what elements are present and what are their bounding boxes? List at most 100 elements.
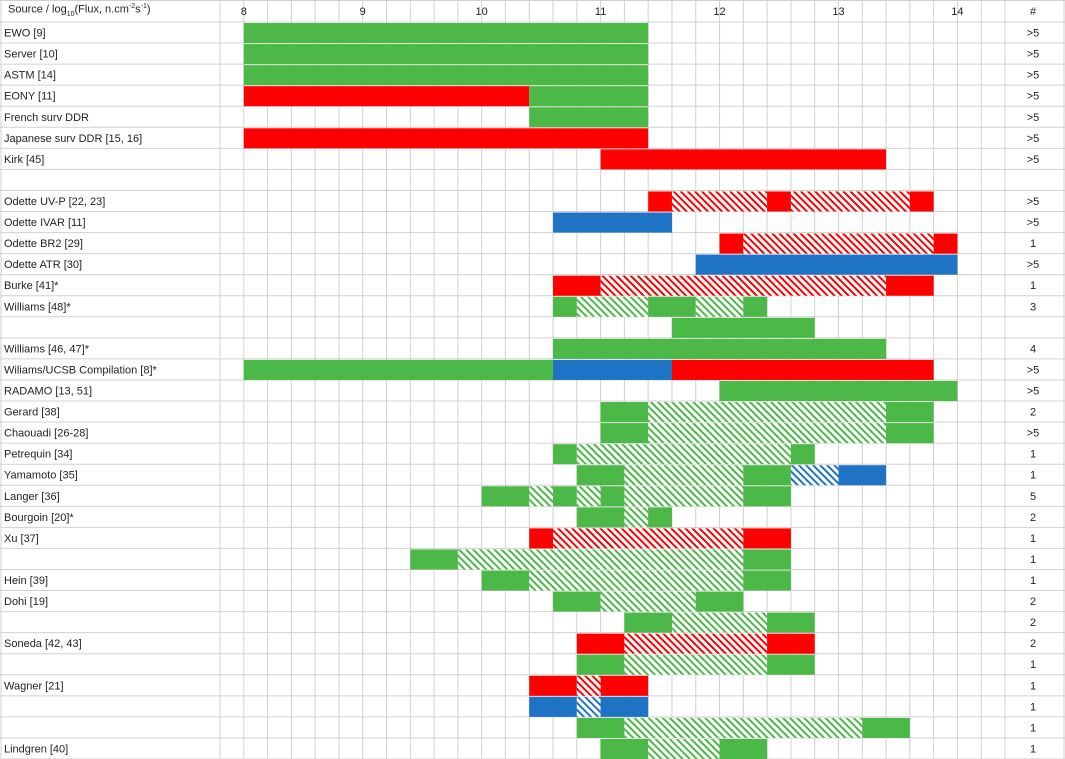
row-label: Langer [36] xyxy=(4,491,60,503)
row-label: Japanese surv DDR [15, 16] xyxy=(4,133,142,145)
row-label: Kirk [45] xyxy=(4,154,44,166)
row-label: Dohi [19] xyxy=(4,596,48,608)
row-count: 2 xyxy=(1030,617,1036,629)
hatched-green-bar xyxy=(624,507,649,528)
x-tick-label: 10 xyxy=(476,6,488,18)
row-label: Hein [39] xyxy=(4,575,48,587)
solid-green-bar xyxy=(576,654,625,675)
header-flux-mid: s xyxy=(135,3,141,16)
hatched-green-bar xyxy=(624,465,744,486)
solid-green-bar xyxy=(719,380,958,402)
hatched-green-bar xyxy=(671,612,768,633)
hatched-red-bar xyxy=(671,191,768,212)
solid-green-bar xyxy=(243,65,649,86)
row-label: Williams [46, 47]* xyxy=(4,343,90,355)
hatched-green-bar xyxy=(648,423,887,444)
solid-green-bar xyxy=(529,86,649,107)
row-count: >5 xyxy=(1027,133,1040,145)
row-count: 3 xyxy=(1030,301,1036,313)
solid-red-bar xyxy=(529,675,577,696)
solid-green-bar xyxy=(767,654,815,675)
row-count: >5 xyxy=(1027,70,1040,82)
row-count: 2 xyxy=(1030,638,1036,650)
row-label: RADAMO [13, 51] xyxy=(4,386,92,398)
x-tick-label: 9 xyxy=(360,6,366,18)
x-tick-label: 11 xyxy=(595,6,606,18)
header-source-prefix: Source / log xyxy=(8,3,67,16)
solid-green-bar xyxy=(862,717,910,738)
row-count: >5 xyxy=(1027,428,1040,440)
row-count: >5 xyxy=(1027,196,1040,208)
solid-blue-bar xyxy=(600,696,649,717)
header-flux-sup-1: -2 xyxy=(128,3,136,10)
solid-green-bar xyxy=(695,591,744,612)
row-label: Soneda [42, 43] xyxy=(4,638,82,650)
row-label: Odette ATR [30] xyxy=(4,259,82,271)
solid-blue-bar xyxy=(553,212,672,233)
row-count: >5 xyxy=(1027,154,1040,166)
solid-red-bar xyxy=(719,233,744,254)
row-count: 1 xyxy=(1030,554,1036,566)
solid-green-bar xyxy=(553,444,577,465)
row-count: 1 xyxy=(1030,680,1036,692)
header-log-subscript: 10 xyxy=(66,10,75,18)
solid-green-bar xyxy=(600,486,625,507)
solid-green-bar xyxy=(243,44,649,65)
solid-red-bar xyxy=(600,675,649,696)
row-count: 1 xyxy=(1030,238,1036,250)
hatched-blue-bar xyxy=(576,696,601,717)
solid-red-bar xyxy=(767,633,815,654)
row-label: French surv DDR xyxy=(4,112,89,124)
hatched-red-bar xyxy=(624,633,768,654)
solid-green-bar xyxy=(243,23,649,44)
row-count: 1 xyxy=(1030,659,1036,671)
solid-green-bar xyxy=(600,423,649,444)
row-label: Xu [37] xyxy=(4,533,39,545)
solid-blue-bar xyxy=(553,359,672,380)
row-count: 2 xyxy=(1030,512,1036,524)
row-count: >5 xyxy=(1027,112,1040,124)
row-count: 2 xyxy=(1030,596,1036,608)
solid-red-bar xyxy=(671,359,934,380)
row-count: 4 xyxy=(1030,343,1036,355)
hatched-green-bar xyxy=(457,549,744,570)
hatched-red-bar xyxy=(743,233,934,254)
solid-red-bar xyxy=(243,128,649,149)
row-count: 1 xyxy=(1030,533,1036,545)
hatched-green-bar xyxy=(648,738,720,759)
solid-blue-bar xyxy=(838,465,887,486)
header-flux-suffix: ) xyxy=(146,3,151,16)
solid-green-bar xyxy=(790,444,815,465)
row-count: >5 xyxy=(1027,259,1040,271)
solid-green-bar xyxy=(743,465,791,486)
solid-green-bar xyxy=(481,486,530,507)
hatched-green-bar xyxy=(648,402,887,423)
row-label: EWO [9] xyxy=(4,28,46,40)
solid-red-bar xyxy=(886,275,934,296)
hatched-green-bar xyxy=(624,717,863,738)
header-flux-prefix: (Flux, n.cm xyxy=(74,3,129,16)
row-label: Odette UV-P [22, 23] xyxy=(4,196,105,208)
hatched-red-bar xyxy=(790,191,910,212)
solid-green-bar xyxy=(243,359,554,380)
hatched-red-bar xyxy=(600,275,887,296)
solid-red-bar xyxy=(576,633,625,654)
solid-red-bar xyxy=(529,528,554,549)
solid-green-bar xyxy=(624,612,672,633)
row-label: Gerard [38] xyxy=(4,407,60,419)
solid-green-bar xyxy=(648,507,672,528)
solid-red-bar xyxy=(767,191,791,212)
row-label: Williams [48]* xyxy=(4,301,71,313)
solid-green-bar xyxy=(671,317,815,338)
solid-green-bar xyxy=(576,717,625,738)
solid-green-bar xyxy=(553,486,577,507)
row-label: Yamamoto [35] xyxy=(4,470,78,482)
row-count: 2 xyxy=(1030,407,1036,419)
solid-green-bar xyxy=(553,591,601,612)
solid-green-bar xyxy=(743,570,791,591)
x-tick-label: 14 xyxy=(951,6,963,18)
row-count: 1 xyxy=(1030,701,1036,713)
x-tick-label: 13 xyxy=(832,6,844,18)
row-label: Petrequin [34] xyxy=(4,449,73,461)
